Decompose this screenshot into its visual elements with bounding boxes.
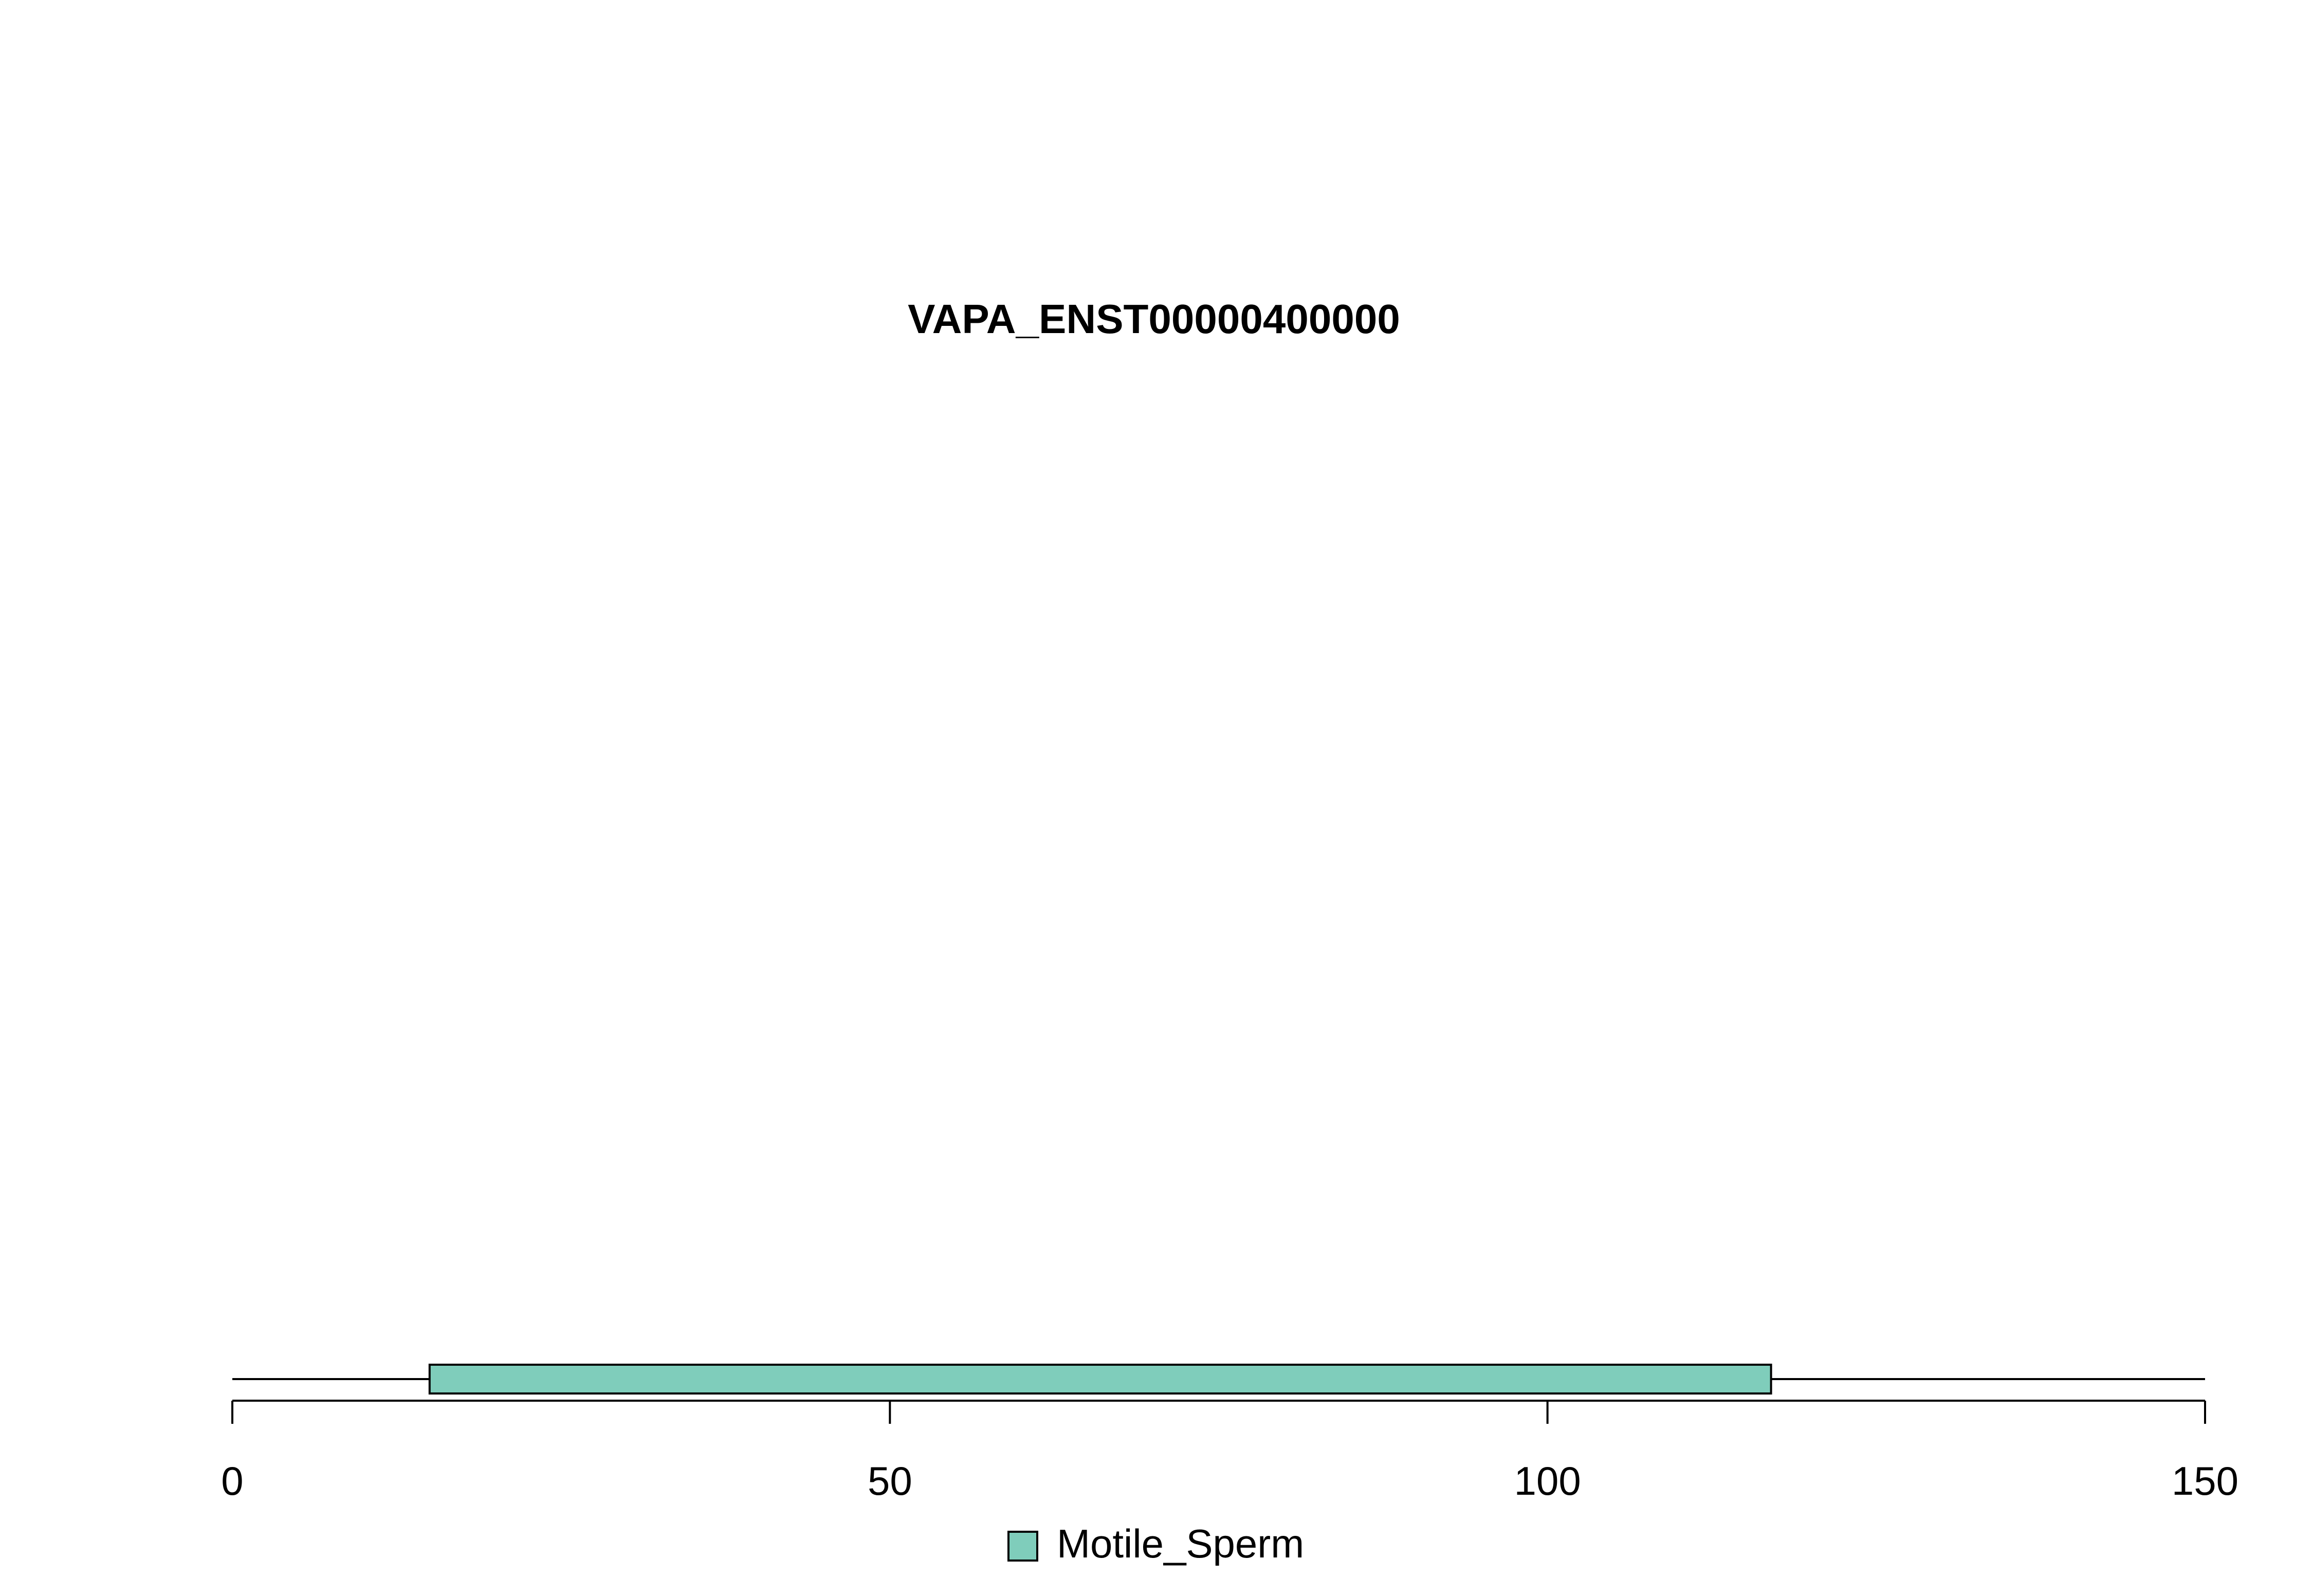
x-tick-label-50: 50	[868, 1458, 912, 1503]
segment-bar-0	[428, 1364, 1772, 1395]
legend-swatch-0	[1007, 1531, 1038, 1562]
legend-label-0: Motile_Sperm	[1057, 1521, 1304, 1566]
x-tick-label-150: 150	[2172, 1458, 2238, 1503]
plot-area	[232, 1364, 2205, 1395]
legend: Motile_Sperm	[1007, 1521, 1304, 1566]
x-tick-label-100: 100	[1514, 1458, 1581, 1503]
x-axis: 0 50 100 150	[221, 1400, 2238, 1503]
x-tick-label-0: 0	[221, 1458, 243, 1503]
chart-title: VAPA_ENST00000400000	[908, 296, 1400, 342]
